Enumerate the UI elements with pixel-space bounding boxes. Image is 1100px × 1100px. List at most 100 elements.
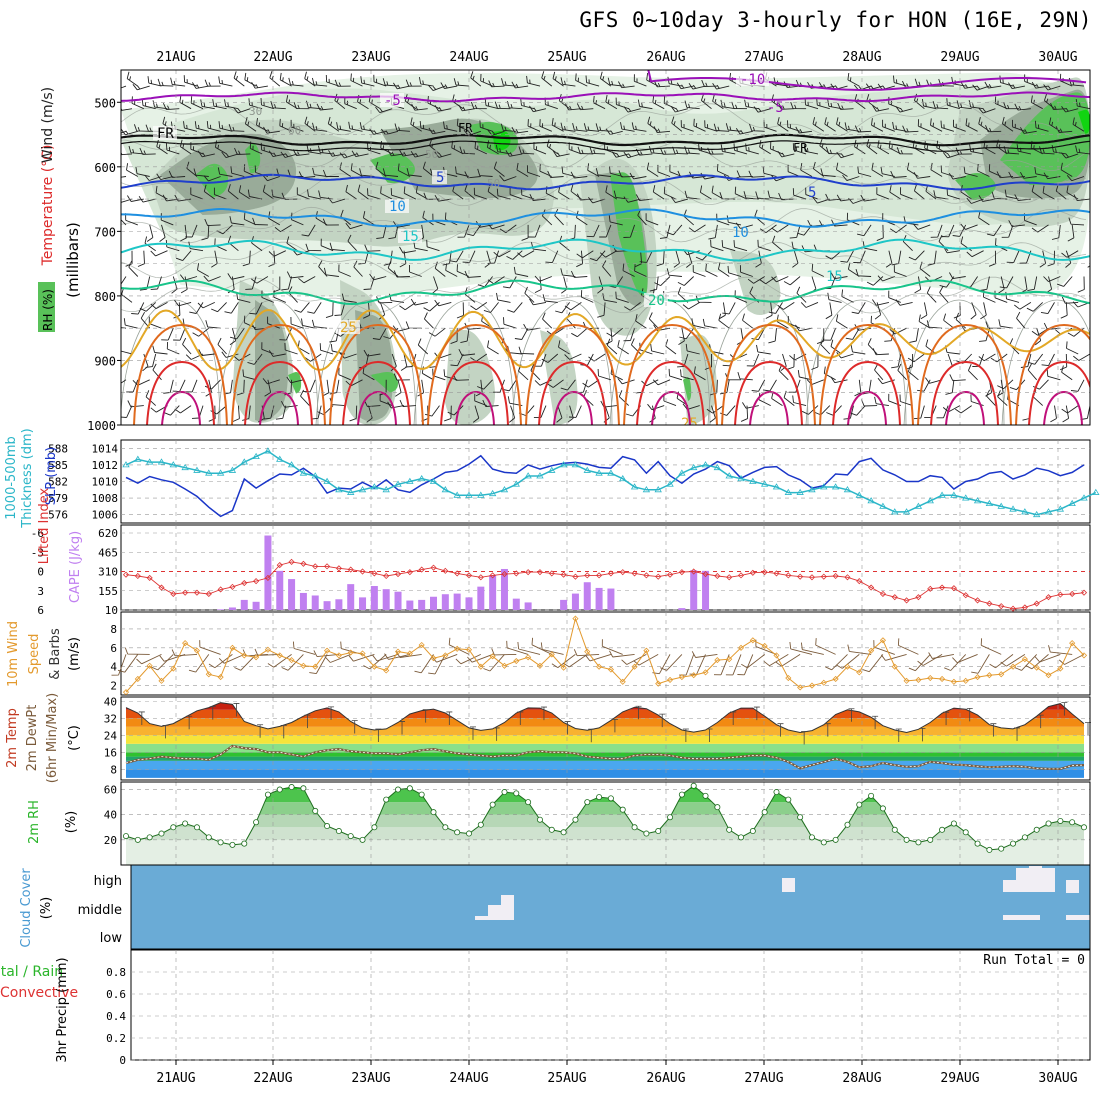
temp-contour-40 xyxy=(455,390,495,425)
upper-wind-barb xyxy=(325,302,334,319)
upper-wind-barb xyxy=(325,74,340,87)
upper-wind-barb xyxy=(1020,127,1037,134)
upper-wind-barb xyxy=(1061,296,1079,304)
upper-wind-barb xyxy=(796,286,807,303)
upper-wind-barb xyxy=(506,250,523,260)
thickness-marker xyxy=(772,483,781,490)
surface-wind-barb xyxy=(952,653,978,664)
cape-bar xyxy=(512,598,520,610)
upper-wind-barb xyxy=(434,104,452,112)
thickness-marker xyxy=(1021,508,1029,515)
upper-wind-barb xyxy=(1068,217,1085,226)
wind-speed-marker xyxy=(477,663,484,670)
upper-wind-barb xyxy=(511,81,529,89)
upper-wind-barb xyxy=(938,234,949,252)
lifted-index-marker xyxy=(312,563,319,570)
upper-wind-barb xyxy=(286,376,304,384)
upper-wind-barb xyxy=(1077,276,1085,293)
upper-wind-barb xyxy=(860,194,878,202)
thickness-marker xyxy=(749,477,757,484)
upper-wind-barb xyxy=(192,82,209,89)
date-label-top: 24AUG xyxy=(449,50,488,65)
upper-wind-barb xyxy=(623,328,636,342)
surface-wind-barb xyxy=(897,638,919,655)
upper-wind-barb xyxy=(742,402,759,409)
lifted-index-axis-label: Lifted Index xyxy=(37,487,52,564)
temp-max-whisker xyxy=(351,720,358,734)
upper-wind-barb xyxy=(745,143,759,155)
temp-contour-35 xyxy=(636,360,705,425)
upper-wind-barb xyxy=(245,276,257,290)
run-total-label: Run Total = 0 xyxy=(983,953,1085,968)
upper-wind-barb xyxy=(666,224,683,236)
upper-wind-barb xyxy=(652,379,671,386)
upper-wind-barb xyxy=(505,150,523,157)
upper-wind-barb xyxy=(496,188,511,200)
upper-wind-barb xyxy=(395,379,402,397)
upper-wind-barb xyxy=(866,276,884,286)
wind-speed-marker xyxy=(489,653,496,660)
upper-wind-barb xyxy=(680,369,694,381)
upper-wind-barb xyxy=(663,186,677,200)
upper-wind-barb xyxy=(213,187,227,200)
upper-wind-barb xyxy=(940,120,955,132)
upper-wind-barb xyxy=(428,327,446,337)
upper-wind-barb xyxy=(347,234,358,252)
thickness-marker xyxy=(311,472,319,479)
upper-wind-barb xyxy=(350,73,363,87)
lifted-index-marker xyxy=(536,569,544,576)
upper-wind-barb xyxy=(645,213,659,226)
rh-marker xyxy=(324,823,331,830)
rh-marker xyxy=(430,809,437,816)
upper-wind-barb xyxy=(349,405,358,422)
temp-max-whisker xyxy=(138,711,145,725)
lifted-index-marker xyxy=(193,589,201,596)
upper-wind-barb xyxy=(238,185,251,200)
upper-wind-barb xyxy=(872,348,889,356)
upper-wind-barb xyxy=(680,120,694,132)
upper-wind-barb xyxy=(362,211,375,226)
upper-wind-barb xyxy=(751,379,766,392)
cape-bar xyxy=(430,596,438,610)
thickness-marker xyxy=(1056,505,1065,512)
temp-max-whisker xyxy=(848,708,855,722)
upper-wind-barb xyxy=(980,302,987,320)
upper-wind-barb xyxy=(1070,379,1085,392)
upper-wind-barb xyxy=(432,368,446,381)
upper-wind-barb xyxy=(608,214,623,226)
thickness-marker xyxy=(879,502,887,509)
upper-wind-barb xyxy=(203,275,221,282)
upper-wind-barb xyxy=(168,170,186,178)
temp-contour-minus5 xyxy=(121,91,1090,103)
wind-speed-marker xyxy=(891,663,898,670)
upper-wind-barb xyxy=(472,405,480,423)
upper-wind-barb xyxy=(1006,250,1020,264)
upper-wind-barb xyxy=(180,276,188,294)
rh-contour-line xyxy=(805,299,907,425)
lifted-index-marker xyxy=(856,578,863,585)
upper-wind-barb xyxy=(244,116,257,132)
wind-speed-marker xyxy=(832,675,839,683)
lifted-index-marker xyxy=(737,572,745,579)
temp-contour-30 xyxy=(1015,323,1090,425)
upper-wind-barb xyxy=(312,167,328,177)
upper-wind-barb xyxy=(927,250,937,266)
lifted-index-marker xyxy=(761,569,768,576)
slp-tick-label: 1006 xyxy=(92,509,119,522)
li-tick-label: 3 xyxy=(37,585,44,598)
upper-wind-barb xyxy=(771,276,789,283)
upper-wind-barb xyxy=(206,121,221,132)
rh-marker xyxy=(501,789,508,796)
upper-wind-barb xyxy=(668,368,683,381)
upper-wind-barb xyxy=(493,161,505,177)
upper-wind-barb xyxy=(812,117,825,132)
temp-contour-30 xyxy=(427,323,522,425)
thickness-marker xyxy=(394,480,402,487)
upper-wind-barb xyxy=(783,276,801,286)
upper-wind-barb xyxy=(960,236,972,252)
upper-wind-barb xyxy=(721,240,736,252)
rh-marker xyxy=(797,814,804,821)
upper-wind-barb xyxy=(127,400,144,408)
lifted-index-marker xyxy=(229,583,236,590)
cape-bar xyxy=(335,599,343,610)
